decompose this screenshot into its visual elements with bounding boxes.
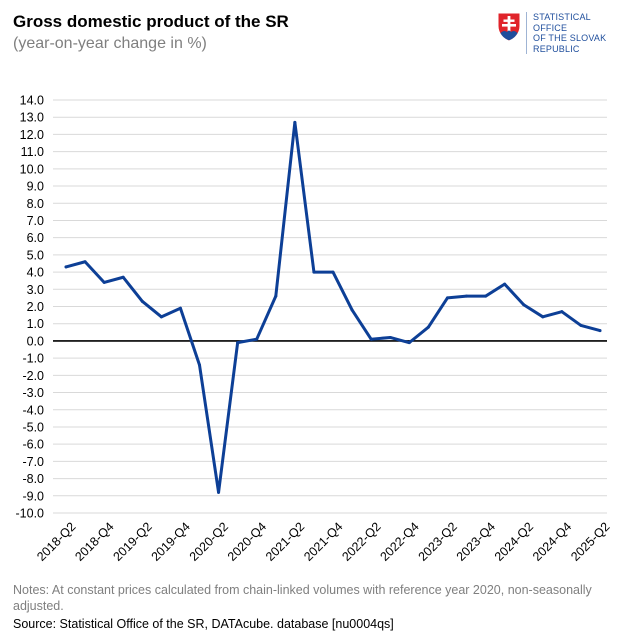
y-tick-label: 2.0 [27,300,44,314]
logo-line-3: OF THE SLOVAK [533,33,607,43]
y-tick-label: -7.0 [22,455,44,469]
data-point [445,296,449,300]
data-point [350,308,354,312]
data-point [407,341,411,345]
data-point [388,335,392,339]
y-tick-label: 8.0 [27,197,44,211]
y-tick-label: -10.0 [16,507,45,521]
data-point [369,337,373,341]
data-point [121,275,125,279]
x-tick-label: 2019-Q4 [149,520,193,564]
logo-line-4: REPUBLIC [533,43,580,54]
y-tick-label: 0.0 [27,334,44,348]
y-tick-label: 1.0 [27,317,44,331]
x-tick-label: 2025-Q2 [568,520,612,564]
y-tick-label: 6.0 [27,231,44,245]
data-point [217,490,221,494]
y-tick-label: 11.0 [21,145,44,159]
y-tick-label: 3.0 [27,283,44,297]
data-point [198,363,201,367]
data-point [541,315,545,319]
x-tick-label: 2018-Q4 [72,520,116,564]
y-tick-label: 5.0 [27,248,44,262]
logo-text: STATISTICAL OFFICE OF THE SLOVAK REPUBLI… [533,12,606,54]
x-tick-label: 2021-Q4 [301,520,345,564]
data-point [178,306,182,310]
statistical-office-logo: STATISTICAL OFFICE OF THE SLOVAK REPUBLI… [497,12,606,54]
y-tick-label: -1.0 [22,352,44,366]
gdp-line-chart: 14.0 13.0 12.0 11.0 10.0 9.0 8.0 7.0 6.0 5.0 4.0 3.… [16,94,613,564]
y-tick-label: 7.0 [27,214,44,228]
y-axis-tick-labels: 14.0 13.0 12.0 11.0 10.0 9.0 8.0 7.0 6.0 5.0 4.0 3.… [16,94,45,521]
data-point [465,294,468,298]
series-layer [64,120,602,494]
chart-source: Source: Statistical Office of the SR, DA… [13,617,394,631]
slovak-coat-of-arms-icon [497,12,521,42]
y-tick-label: -4.0 [22,403,44,417]
data-point [312,270,316,274]
logo-line-2: OFFICE [533,22,568,33]
data-point [331,270,335,274]
x-tick-label: 2019-Q2 [110,520,154,564]
x-tick-label: 2024-Q4 [530,520,574,564]
gdp-series-line [64,120,602,494]
data-point [159,315,163,319]
chart-subtitle: (year-on-year change in %) [13,35,207,52]
data-point [598,329,602,333]
data-point [274,294,278,298]
data-point [426,325,430,329]
data-point [560,310,564,314]
chart-title: Gross domestic product of the SR [13,12,289,31]
y-tick-label: 10.0 [20,162,44,176]
y-tick-label: 12.0 [20,128,44,142]
y-tick-label: 13.0 [20,111,44,125]
y-tick-label: -9.0 [22,489,44,503]
y-tick-label: 4.0 [27,266,44,280]
x-tick-label: 2024-Q2 [492,520,536,564]
x-axis-tick-labels: 2018-Q22018-Q42019-Q22019-Q42020-Q22020-… [34,520,612,564]
data-point [503,282,507,286]
logo-separator [526,12,527,54]
y-tick-label: -5.0 [22,420,44,434]
data-point [64,265,68,269]
x-tick-label: 2023-Q2 [416,520,460,564]
data-point [293,120,297,124]
x-tick-label: 2020-Q2 [187,520,231,564]
data-point [140,299,144,303]
data-point [522,303,526,307]
x-tick-label: 2018-Q2 [34,520,78,564]
y-tick-label: -2.0 [22,369,44,383]
logo-line-1: STATISTICAL [533,12,591,22]
y-tick-label: -8.0 [22,472,44,486]
data-point [484,294,488,298]
x-tick-label: 2022-Q2 [339,520,383,564]
data-point [83,260,87,264]
x-tick-label: 2021-Q2 [263,520,307,564]
x-tick-label: 2020-Q4 [225,520,269,564]
x-tick-label: 2022-Q4 [377,520,421,564]
data-point [579,323,583,327]
y-tick-label: 9.0 [27,180,44,194]
data-point [102,280,106,284]
y-tick-label: -3.0 [22,386,44,400]
y-tick-label: -6.0 [22,438,44,452]
y-tick-label: 14.0 [20,94,44,108]
data-point [255,337,259,341]
gridlines [53,99,607,514]
x-tick-label: 2023-Q4 [454,520,498,564]
data-point [236,341,240,345]
chart-notes: Notes: At constant prices calculated fro… [13,583,592,613]
